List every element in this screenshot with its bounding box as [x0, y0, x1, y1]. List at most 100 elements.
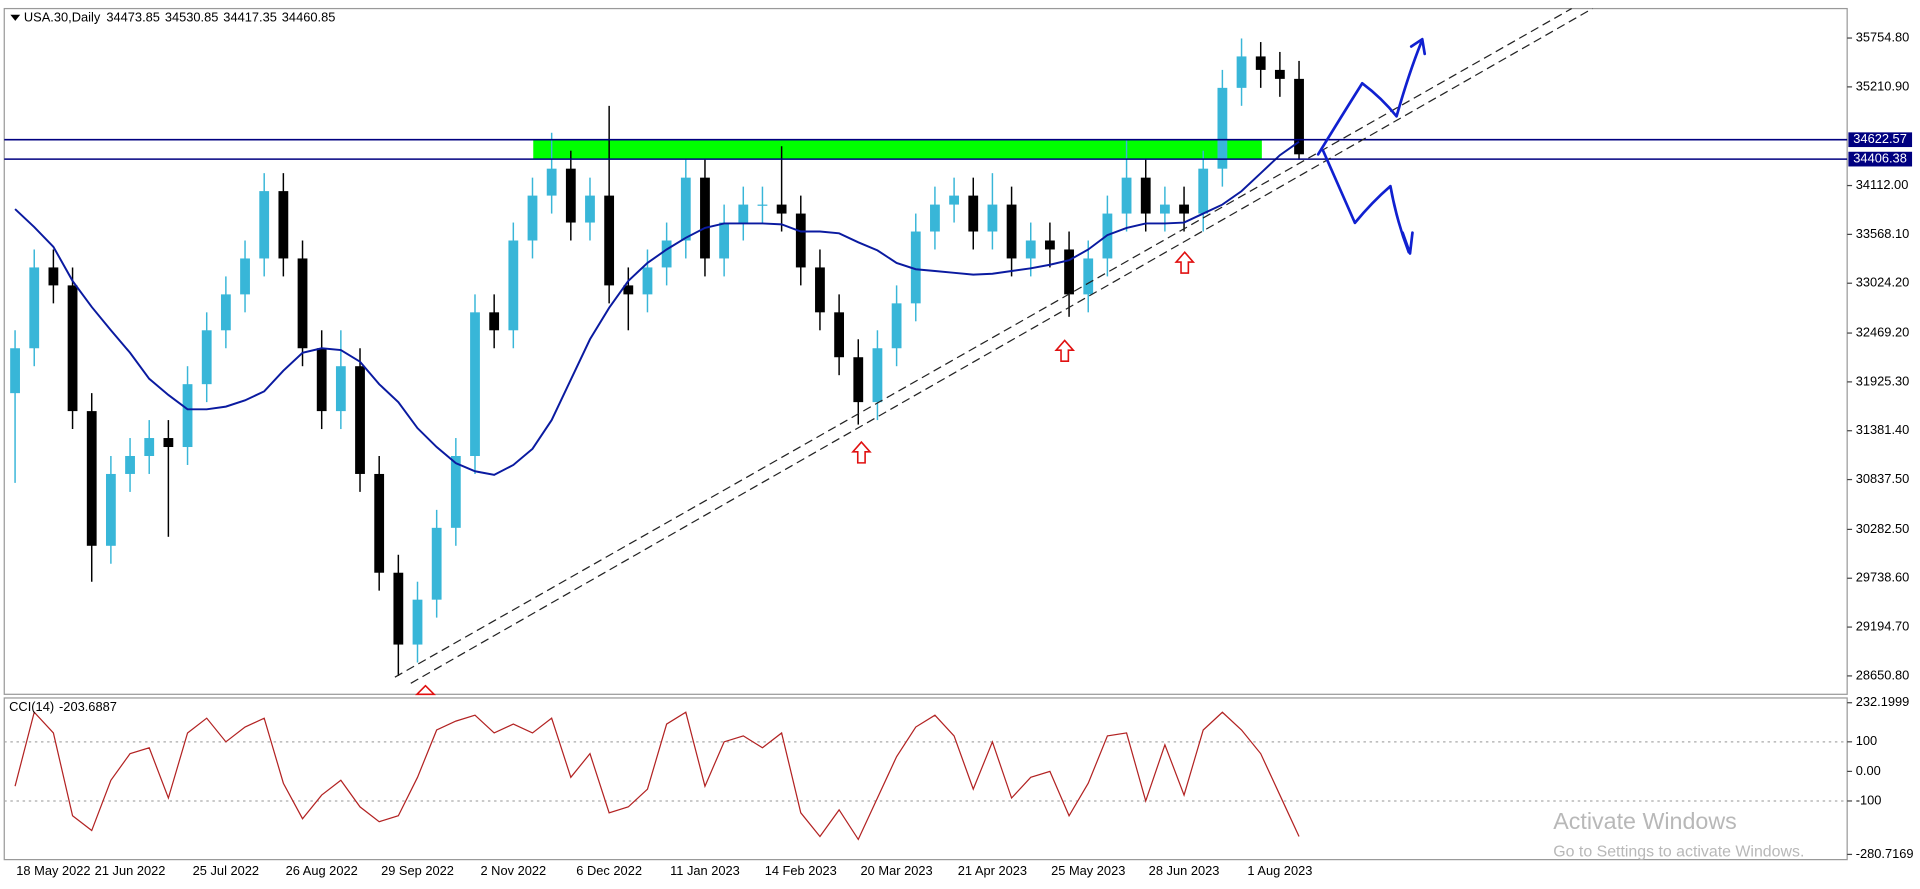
- candle-body: [604, 195, 615, 286]
- candle-body: [1083, 258, 1094, 295]
- candle-body: [297, 258, 308, 349]
- up-arrow: [851, 440, 872, 464]
- candle-body: [776, 204, 787, 214]
- candle-body: [1159, 204, 1170, 214]
- candle-body: [163, 438, 174, 448]
- level-label-box: [1848, 151, 1913, 167]
- x-tick-label: 25 Jul 2022: [193, 863, 259, 878]
- candle-body: [527, 195, 538, 241]
- level-label: 34406.38: [1853, 151, 1907, 166]
- candle-body: [393, 572, 404, 645]
- y-tick-label: 28650.80: [1856, 667, 1910, 682]
- arrow-head: [1409, 37, 1427, 56]
- candle-body: [719, 222, 730, 259]
- y-tick-label: 100: [1856, 733, 1877, 748]
- up-arrow: [1174, 251, 1196, 274]
- y-tick-label: 32469.20: [1856, 324, 1910, 339]
- y-tick-label: 35754.80: [1856, 29, 1910, 44]
- candle-body: [1140, 177, 1151, 214]
- candle-body: [67, 285, 78, 412]
- resistance-zone: [533, 139, 1262, 160]
- scenario-arrows: [1316, 37, 1427, 255]
- price-pane: [3, 7, 1848, 695]
- candle-body: [1255, 56, 1266, 70]
- y-tick-label: 31925.30: [1856, 373, 1910, 388]
- indicator-value: -203.6887: [59, 699, 117, 714]
- candle-body: [910, 231, 921, 304]
- menu-caret: [10, 14, 21, 21]
- candle-body: [853, 357, 864, 403]
- candle-body: [220, 294, 231, 331]
- plot-layer: 35754.80 35210.90 34112.00 33568.10 33024.20…: [4, 29, 1914, 878]
- candle-body: [891, 303, 902, 349]
- signal-arrows: [415, 251, 1196, 696]
- candle-body: [834, 312, 845, 358]
- x-tick-label: 29 Sep 2022: [381, 863, 454, 878]
- x-tick-label: 21 Apr 2023: [958, 863, 1027, 878]
- up-arrow: [415, 684, 436, 696]
- trendline: [394, 8, 1572, 678]
- candle-body: [738, 204, 749, 223]
- moving-average: [14, 140, 1300, 476]
- candle-body: [1006, 204, 1017, 259]
- x-tick-label: 25 May 2023: [1051, 863, 1125, 878]
- trendline: [410, 8, 1593, 684]
- candle-body: [795, 213, 806, 268]
- close-price: 34460.85: [282, 10, 336, 25]
- candle-body: [182, 384, 193, 448]
- x-tick-label: 18 May 2022: [16, 863, 90, 878]
- indicator-header: CCI(14) -203.6887: [9, 699, 117, 714]
- y-tick-label: 30837.50: [1856, 471, 1910, 486]
- y-tick-label: 232.1999: [1856, 694, 1910, 709]
- candle-body: [259, 191, 270, 259]
- candle-body: [1121, 177, 1132, 214]
- candle-body: [1025, 240, 1036, 259]
- candle-body: [680, 177, 691, 241]
- x-tick-label: 21 Jun 2022: [95, 863, 166, 878]
- candle-body: [1198, 168, 1209, 214]
- level-label-box: [1848, 132, 1913, 148]
- y-tick-label: 34112.00: [1856, 177, 1909, 192]
- candle-body: [470, 312, 480, 456]
- symbol: USA.30,Daily: [24, 10, 101, 25]
- candle-body: [1179, 204, 1189, 214]
- open-price: 34473.85: [106, 10, 160, 25]
- candle-body: [355, 366, 365, 474]
- candle-body: [240, 258, 250, 295]
- candle-body: [623, 285, 634, 295]
- indicator-label: CCI(14): [9, 699, 54, 714]
- y-tick-label: 31381.40: [1856, 422, 1910, 437]
- candle-body: [642, 267, 653, 295]
- candle-body: [1274, 69, 1285, 79]
- y-tick-label: 29194.70: [1856, 618, 1910, 633]
- watermark-title: Activate Windows: [1553, 808, 1736, 834]
- candle-body: [872, 348, 883, 403]
- candle-body: [374, 473, 385, 573]
- watermark-subtitle: Go to Settings to activate Windows.: [1553, 843, 1804, 860]
- y-tick-label: 29738.60: [1856, 570, 1910, 585]
- candle-body: [546, 168, 557, 196]
- bull-path: [1316, 41, 1423, 156]
- y-tick-label: 30282.50: [1856, 521, 1910, 536]
- x-tick-label: 6 Dec 2022: [576, 863, 642, 878]
- candle-body: [585, 195, 595, 223]
- candle-body: [278, 191, 289, 259]
- candle-body: [125, 455, 135, 474]
- y-tick-label: 33024.20: [1856, 275, 1910, 290]
- candle-body: [661, 240, 672, 268]
- candle-body: [431, 527, 442, 600]
- x-tick-label: 1 Aug 2023: [1247, 863, 1312, 878]
- candle-body: [565, 168, 576, 223]
- candle-body: [450, 455, 461, 528]
- candle-body: [144, 438, 155, 456]
- x-tick-label: 14 Feb 2023: [765, 863, 837, 878]
- x-tick-label: 26 Aug 2022: [286, 863, 358, 878]
- high-price: 34530.85: [165, 10, 219, 25]
- candle-body: [412, 599, 423, 645]
- candle-body: [949, 195, 959, 205]
- up-arrow: [1054, 339, 1076, 363]
- candle-body: [1064, 249, 1074, 295]
